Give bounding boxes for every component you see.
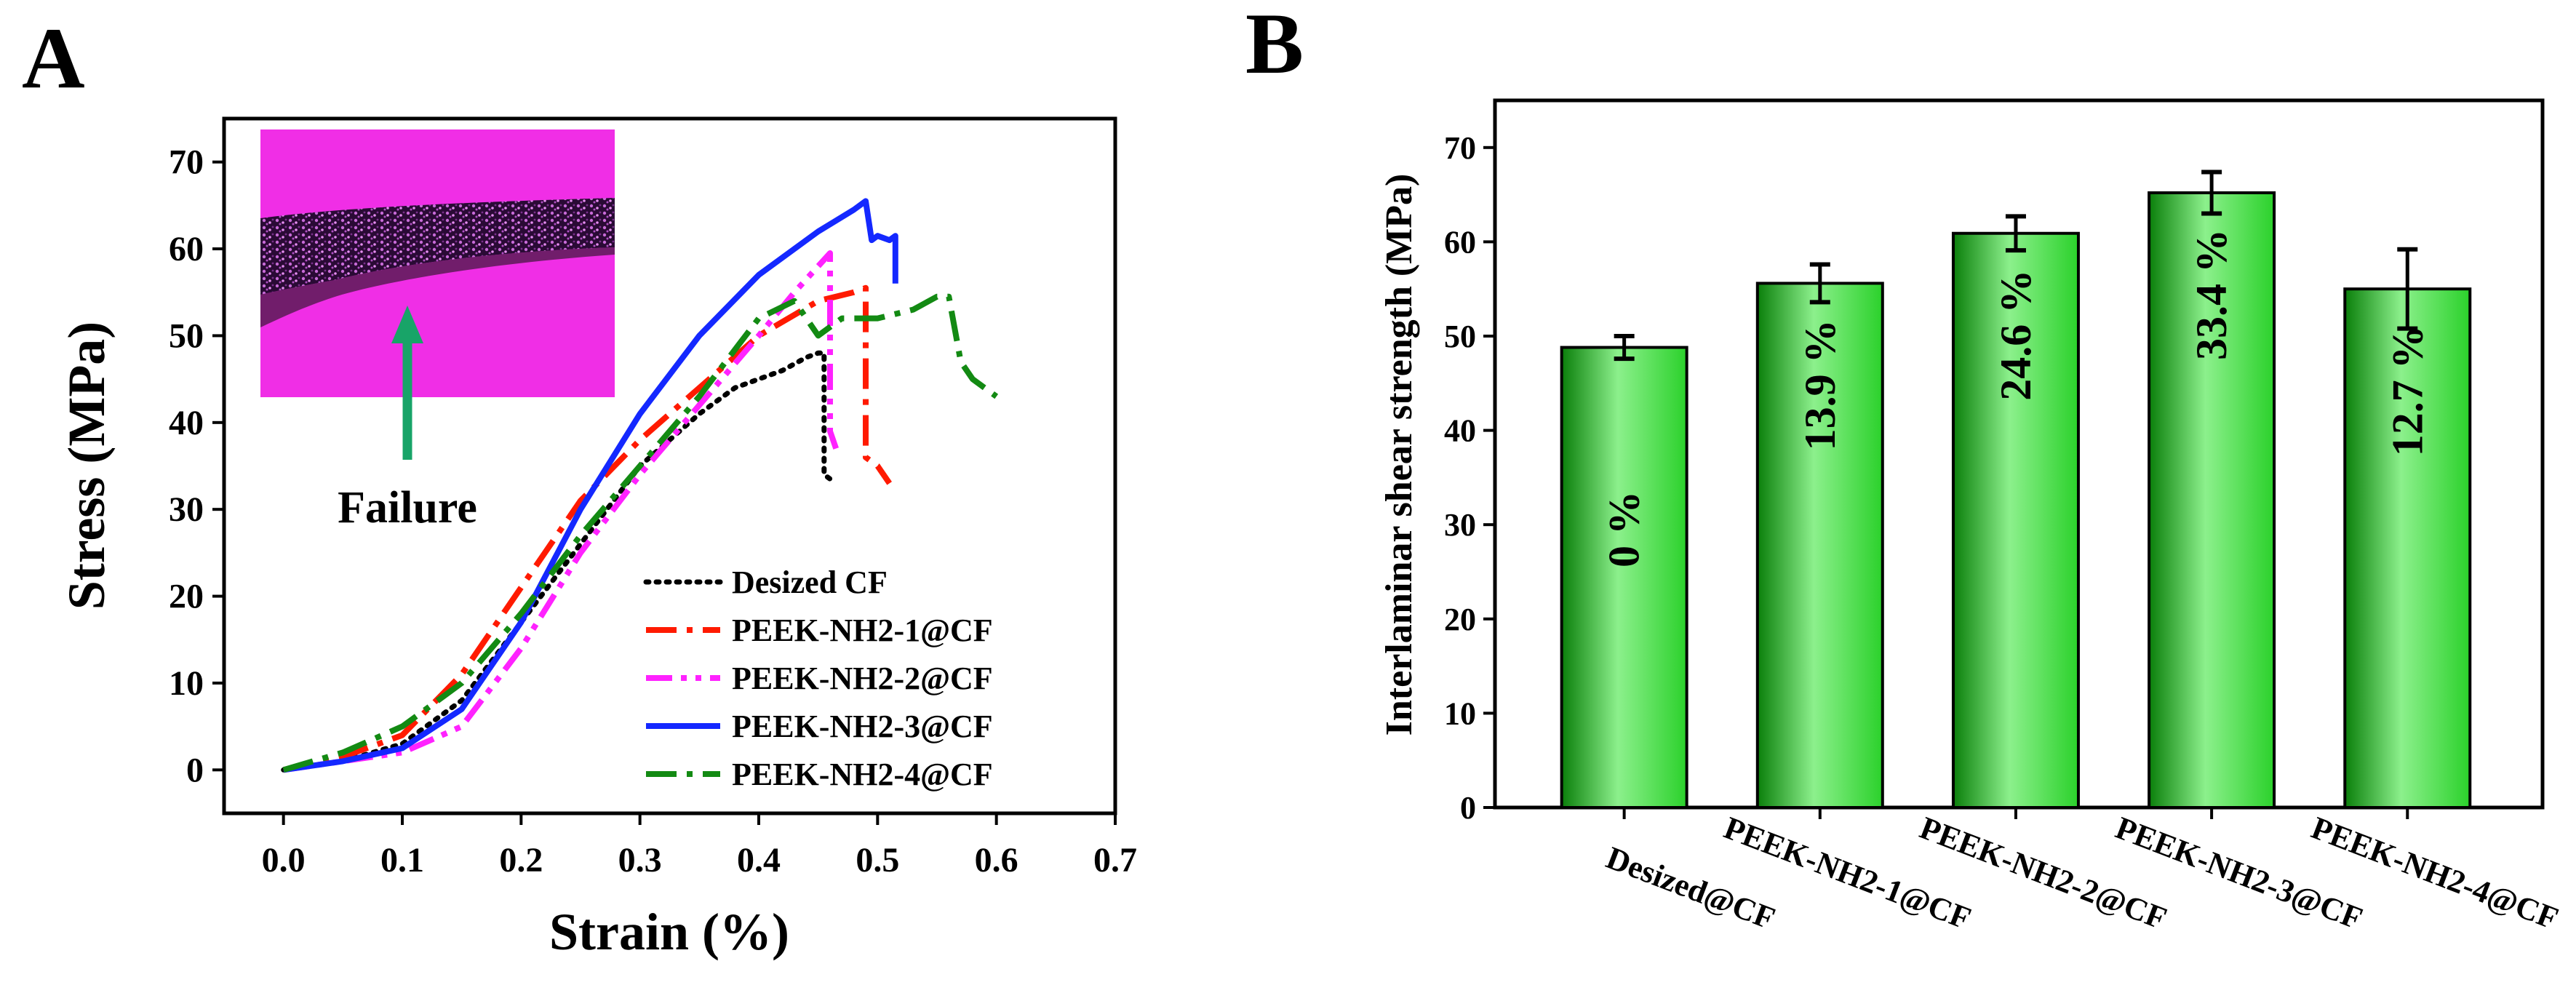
series-line-2 [282, 284, 892, 773]
bar-percent-label: 13.9 % [1796, 319, 1844, 450]
y-tick-label-a: 10 [169, 664, 204, 703]
series-line-1 [281, 350, 839, 773]
legend-label: PEEK-NH2-2@CF [732, 661, 993, 696]
y-tick-label-b: 20 [1444, 602, 1476, 637]
y-tick-label-b: 50 [1444, 319, 1476, 354]
bar [1755, 282, 1884, 809]
series-line-4 [283, 198, 898, 773]
legend-a: Desized CF PEEK-NH2-1@CF PEEK-NH2-2@CF PEEK… [643, 565, 993, 792]
plot-frame-a [222, 116, 1117, 815]
y-tick-label-a: 0 [186, 751, 204, 789]
bar-percent-label: 0 % [1600, 491, 1648, 567]
x-tick-label-a: 0.2 [499, 841, 543, 880]
y-tick-label-a: 60 [169, 230, 204, 268]
y-tick-label-a: 20 [169, 578, 204, 616]
tick-labels-b: 0 10 20 30 40 50 60 70 [1444, 130, 1476, 826]
x-tick-label-a: 0.3 [618, 841, 662, 880]
failure-arrow-icon [391, 306, 423, 460]
legend-label: PEEK-NH2-4@CF [732, 757, 993, 792]
x-tick-label-a: 0.6 [975, 841, 1018, 880]
y-tick-label-b: 40 [1444, 413, 1476, 449]
bar-percent-label: 33.4 % [2188, 229, 2236, 360]
y-tick-label-a: 50 [169, 316, 204, 355]
y-tick-label-a: 70 [169, 143, 204, 182]
stress-strain-chart: 0.0 0.1 0.2 0.3 0.4 0.5 0.6 0.7010203040506070 … [57, 116, 1137, 961]
y-tick-label-b: 0 [1460, 790, 1476, 826]
y-tick-label-b: 60 [1444, 224, 1476, 260]
axis-ticks-b [1483, 145, 1495, 809]
axis-ticks-a [212, 160, 1117, 825]
y-axis-label-a: Stress (MPa) [57, 322, 116, 610]
failure-inset-image [260, 129, 615, 397]
y-tick-label-b: 10 [1444, 695, 1476, 731]
failure-annotation: Failure [338, 483, 477, 533]
bar [2148, 191, 2276, 809]
x-tick-label-a: 0.7 [1093, 841, 1137, 880]
y-tick-label-b: 70 [1444, 130, 1476, 166]
x-tick-label-a: 0.1 [380, 841, 424, 880]
tick-labels-a: 0.0 0.1 0.2 0.3 0.4 0.5 0.6 0.7 0 10 20 30 40 50 60 70 [169, 143, 1137, 880]
x-axis-label-a: Strain (%) [549, 903, 789, 961]
legend-label: Desized CF [732, 565, 888, 600]
x-tick-label-a: 0.0 [262, 841, 306, 880]
x-tick-label-a: 0.4 [737, 841, 781, 880]
series-line-5 [282, 293, 999, 773]
y-tick-label-a: 30 [169, 490, 204, 529]
bar-percent-label: 24.6 % [1992, 270, 2040, 401]
series-lines [281, 198, 999, 773]
y-tick-label-a: 40 [169, 404, 204, 442]
bar-percent-label: 12.7 % [2383, 325, 2431, 456]
panel-b-label: B [1245, 0, 1304, 92]
legend-label: PEEK-NH2-1@CF [732, 613, 993, 648]
series-line-3 [283, 250, 839, 773]
x-tick-label-a: 0.5 [856, 841, 899, 880]
bar [1560, 346, 1688, 809]
legend-label: PEEK-NH2-3@CF [732, 709, 993, 744]
y-axis-label-b: Interlaminar shear strength (MPa) [1379, 174, 1420, 736]
y-tick-label-b: 30 [1444, 507, 1476, 543]
panel-a-label: A [22, 9, 85, 106]
